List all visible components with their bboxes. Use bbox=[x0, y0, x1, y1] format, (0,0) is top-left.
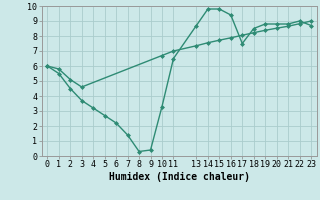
X-axis label: Humidex (Indice chaleur): Humidex (Indice chaleur) bbox=[109, 172, 250, 182]
